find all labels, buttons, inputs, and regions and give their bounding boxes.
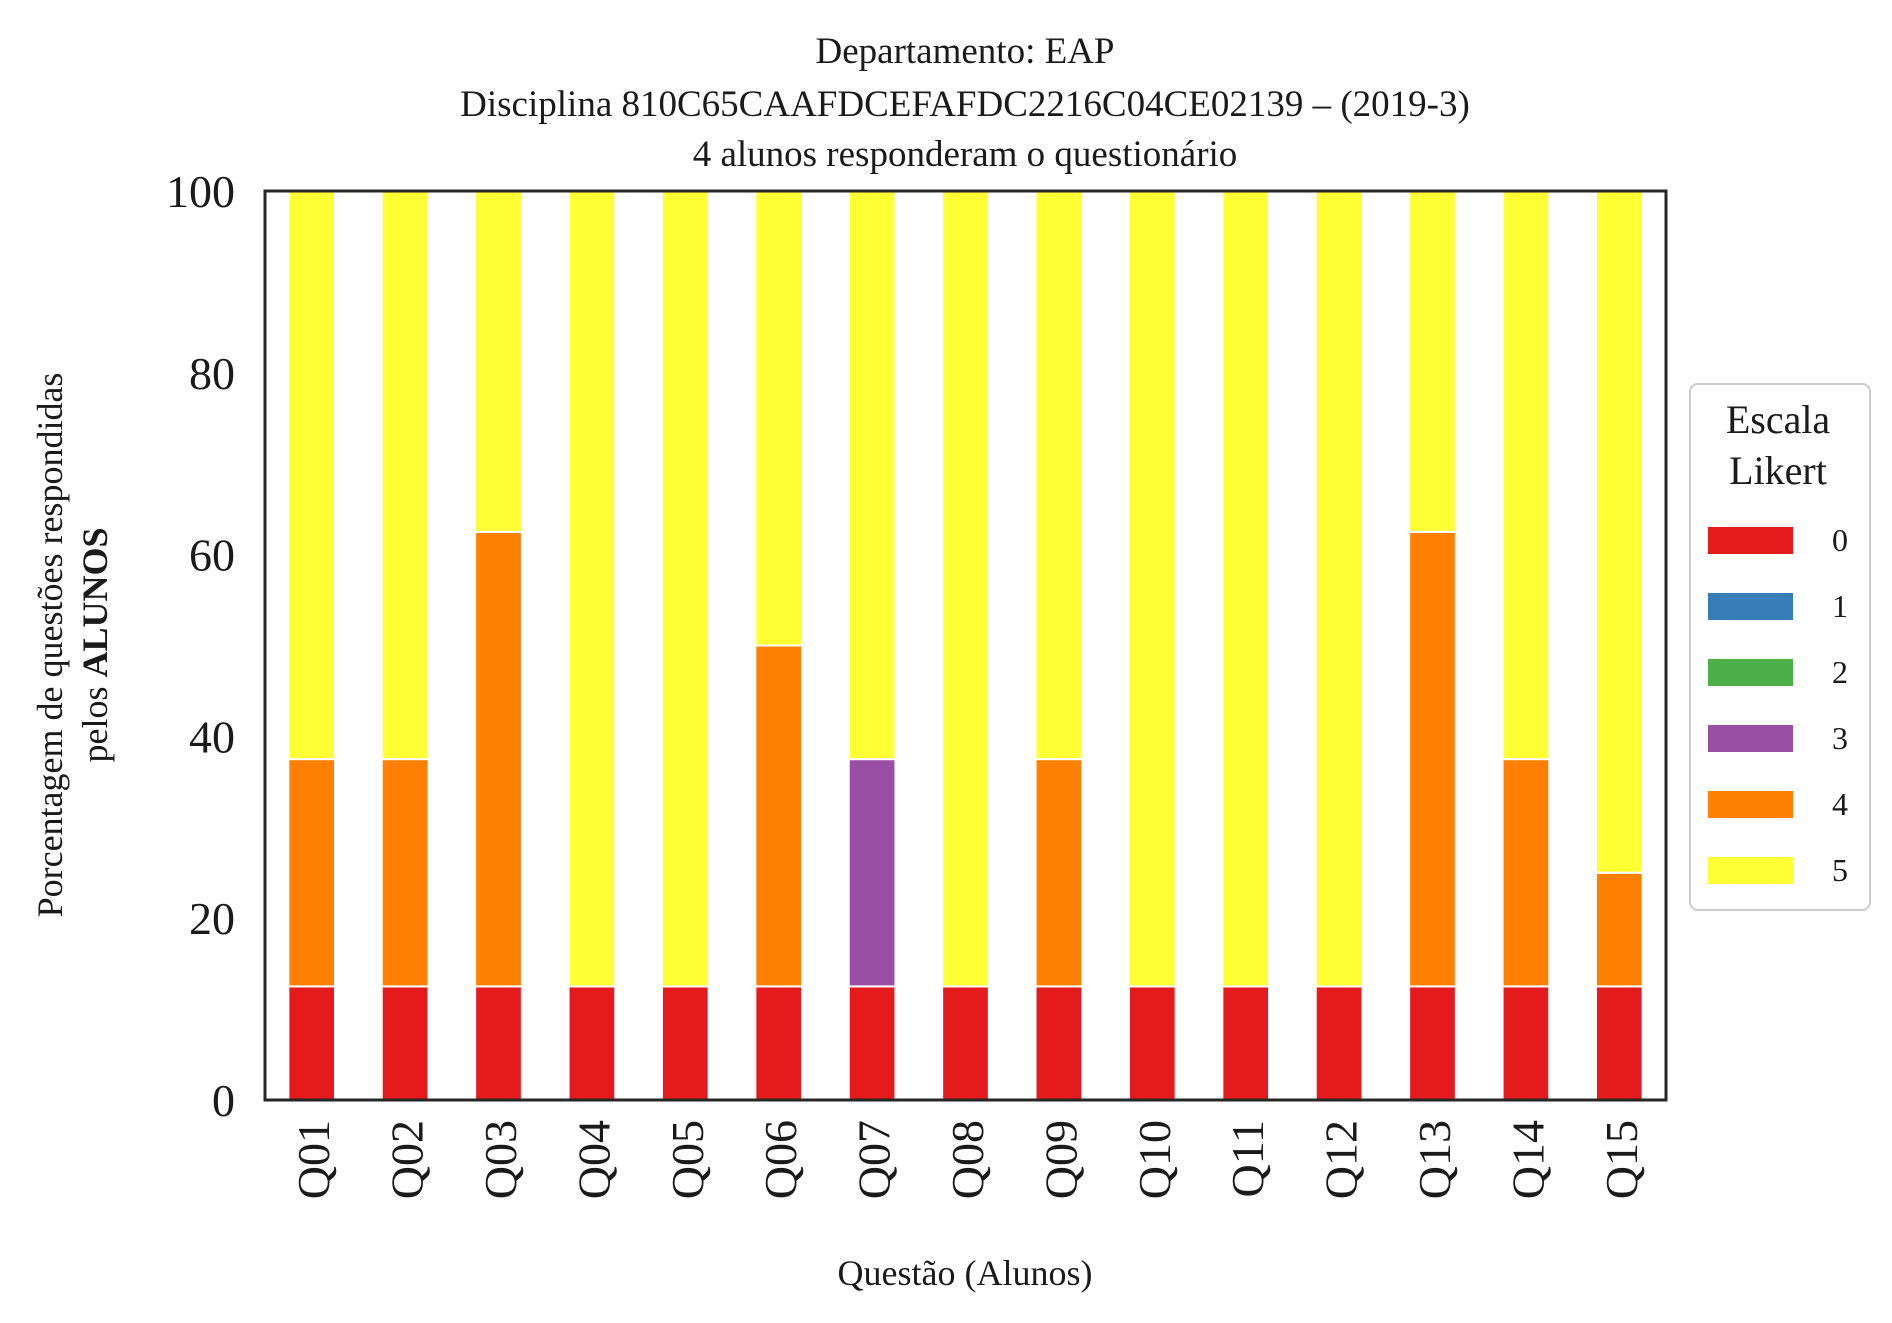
x-tick-label-q11: Q11 <box>1222 1120 1273 1198</box>
bar-q09-likert-0 <box>1034 985 1084 1102</box>
bar-q11-likert-0 <box>1221 985 1271 1102</box>
x-tick-label-q05: Q05 <box>662 1120 713 1199</box>
x-tick-label-q02: Q02 <box>382 1120 433 1199</box>
bar-q08-likert-5 <box>941 190 990 988</box>
x-tick-label-q09: Q09 <box>1035 1120 1086 1199</box>
legend-swatch-3 <box>1708 725 1793 752</box>
legend-label-3: 3 <box>1832 720 1848 756</box>
bar-series-group <box>287 190 1644 1102</box>
chart-title-line-1: Departamento: EAP <box>816 31 1115 72</box>
bar-q10-likert-0 <box>1127 985 1177 1102</box>
bar-q05-likert-0 <box>660 985 710 1102</box>
y-tick-label-100: 100 <box>166 166 235 217</box>
x-tick-label-q01: Q01 <box>288 1120 339 1199</box>
bar-q01-likert-4 <box>287 758 337 988</box>
bar-q04-likert-5 <box>567 190 617 988</box>
bar-q12-likert-5 <box>1314 190 1364 988</box>
bar-q11-likert-5 <box>1221 190 1271 988</box>
x-tick-label-q04: Q04 <box>568 1120 619 1199</box>
bar-q12-likert-0 <box>1314 985 1364 1102</box>
bar-q03-likert-4 <box>474 530 523 988</box>
bar-q05-likert-5 <box>660 190 710 988</box>
legend-title-line-1: Escala <box>1726 397 1831 442</box>
bar-q09-likert-4 <box>1034 758 1084 988</box>
legend-label-1: 1 <box>1832 588 1848 624</box>
y-tick-label-20: 20 <box>189 893 235 944</box>
x-tick-label-q15: Q15 <box>1596 1120 1647 1199</box>
legend-swatch-2 <box>1708 659 1793 686</box>
bar-q15-likert-4 <box>1594 871 1644 988</box>
legend-frame <box>1689 383 1871 911</box>
y-tick-label-40: 40 <box>189 711 235 762</box>
bar-q03-likert-5 <box>474 190 523 533</box>
y-tick-label-60: 60 <box>189 530 235 581</box>
bar-q13-likert-5 <box>1408 190 1457 533</box>
y-axis-label-line-2: pelos ALUNOS <box>75 527 115 762</box>
bar-q06-likert-4 <box>754 644 804 988</box>
legend-swatch-4 <box>1708 791 1793 818</box>
x-tick-label-q08: Q08 <box>942 1120 993 1199</box>
bar-q07-likert-5 <box>847 190 897 761</box>
bar-q13-likert-4 <box>1408 530 1457 988</box>
x-tick-label-q14: Q14 <box>1502 1120 1553 1199</box>
bar-q01-likert-5 <box>287 190 337 761</box>
legend-label-0: 0 <box>1832 522 1848 558</box>
bar-q07-likert-3 <box>847 758 897 988</box>
legend-swatch-1 <box>1708 593 1793 620</box>
x-tick-label-q03: Q03 <box>475 1120 526 1199</box>
bar-q15-likert-0 <box>1594 985 1644 1102</box>
bar-q15-likert-5 <box>1594 190 1644 874</box>
legend-label-5: 5 <box>1832 852 1848 888</box>
legend-swatch-5 <box>1708 857 1793 884</box>
y-axis-ticks: 0 20 40 60 80 100 <box>166 166 235 1126</box>
legend-swatch-0 <box>1708 527 1793 554</box>
bar-q10-likert-5 <box>1127 190 1177 988</box>
y-tick-label-0: 0 <box>212 1075 235 1126</box>
bar-q02-likert-0 <box>380 985 430 1102</box>
bar-q03-likert-0 <box>474 985 523 1102</box>
bar-q07-likert-0 <box>847 985 897 1102</box>
bar-q04-likert-0 <box>567 985 617 1102</box>
legend-title-line-2: Likert <box>1729 448 1827 493</box>
chart-title-line-2: Disciplina 810C65CAAFDCEFAFDC2216C04CE02… <box>460 84 1470 125</box>
bar-q14-likert-0 <box>1501 985 1551 1102</box>
y-axis-label-bold: ALUNOS <box>75 527 115 677</box>
legend-label-2: 2 <box>1832 654 1848 690</box>
chart-title-line-3: 4 alunos responderam o questionário <box>693 134 1238 175</box>
bar-q06-likert-5 <box>754 190 804 647</box>
x-axis-label: Questão (Alunos) <box>838 1253 1093 1293</box>
bar-q14-likert-5 <box>1501 190 1551 761</box>
y-tick-label-80: 80 <box>189 348 235 399</box>
legend: Escala Likert 0 1 2 3 4 5 <box>1689 383 1871 911</box>
x-tick-label-q12: Q12 <box>1316 1120 1367 1199</box>
x-tick-label-q10: Q10 <box>1129 1120 1180 1199</box>
x-tick-label-q06: Q06 <box>755 1120 806 1199</box>
bar-q08-likert-0 <box>941 985 990 1102</box>
y-axis-label: Porcentagem de questões respondidas pelo… <box>30 373 115 918</box>
x-tick-label-q07: Q07 <box>849 1120 900 1199</box>
bar-q01-likert-0 <box>287 985 337 1102</box>
chart-title: Departamento: EAP Disciplina 810C65CAAFD… <box>460 31 1470 175</box>
bar-q13-likert-0 <box>1408 985 1457 1102</box>
bar-q06-likert-0 <box>754 985 804 1102</box>
bar-q02-likert-5 <box>380 190 430 761</box>
x-axis-ticks: Q01 Q02 Q03 Q04 Q05 Q06 Q07 Q08 Q09 Q10 Q11 Q12 Q13 Q… <box>288 1120 1647 1199</box>
bar-q02-likert-4 <box>380 758 430 988</box>
plot-frame <box>263 189 1668 1102</box>
y-axis-label-line-1: Porcentagem de questões respondidas <box>30 373 70 918</box>
bar-q09-likert-5 <box>1034 190 1084 761</box>
bar-q14-likert-4 <box>1501 758 1551 988</box>
x-tick-label-q13: Q13 <box>1409 1120 1460 1199</box>
legend-label-4: 4 <box>1832 786 1848 822</box>
y-axis-label-prefix: pelos <box>75 678 115 763</box>
legend-items: 0 1 2 3 4 5 <box>1708 522 1848 888</box>
